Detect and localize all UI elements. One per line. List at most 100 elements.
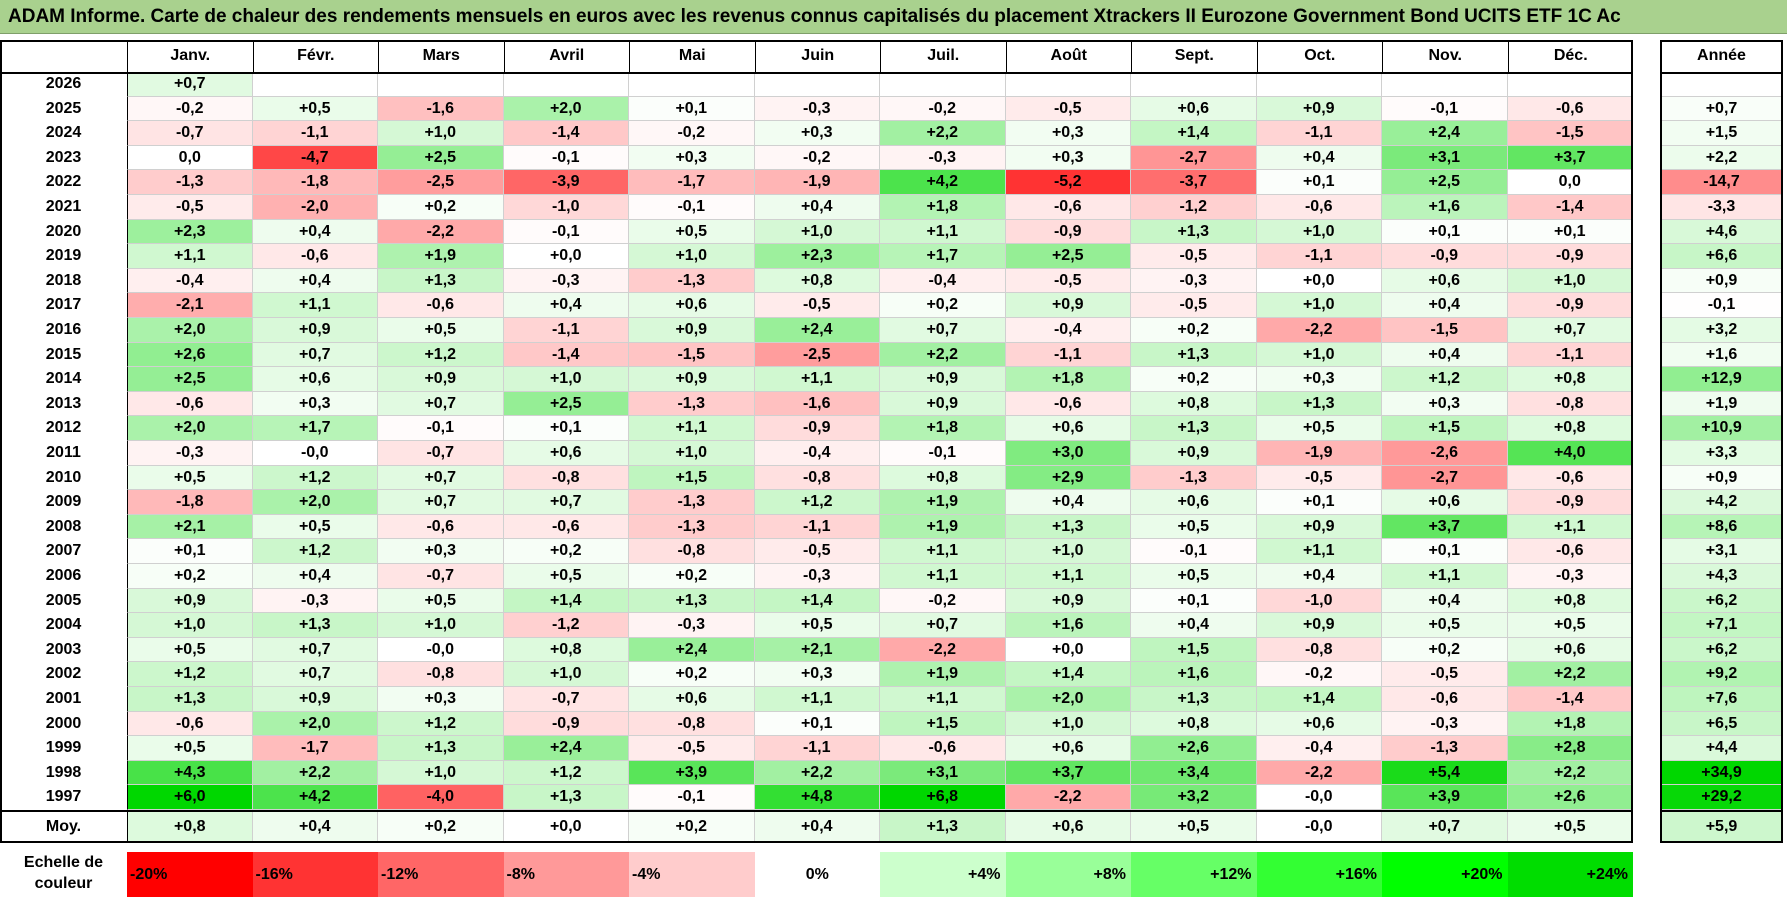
- heatmap-cell: +2,0: [127, 416, 253, 441]
- annual-cell: +12,9: [1660, 367, 1783, 392]
- annual-cell: +6,2: [1660, 637, 1783, 663]
- heatmap-cell: +3,9: [629, 760, 755, 786]
- year-label: 2017: [45, 296, 82, 314]
- heatmap-cell: +0,9: [880, 391, 1006, 417]
- color-scale-swatch: +8%: [1005, 852, 1131, 897]
- heatmap-cell: +0,1: [1382, 219, 1508, 245]
- heatmap-cell: +0,4: [1382, 293, 1508, 318]
- heatmap-cell: +0,9: [252, 318, 378, 343]
- heatmap-cell: +1,5: [880, 711, 1006, 737]
- heatmap-cell: -0,9: [1005, 219, 1131, 245]
- heatmap-cell: +0,5: [378, 588, 504, 614]
- heatmap-cell: +0,1: [754, 711, 880, 737]
- heatmap-cell: +0,5: [252, 514, 378, 540]
- heatmap-cell: +1,4: [754, 588, 880, 614]
- color-scale-swatch: -16%: [252, 852, 378, 897]
- heatmap-cell: -0,3: [754, 96, 880, 122]
- heatmap-cell: +1,1: [127, 244, 253, 269]
- heatmap-cell: -1,3: [629, 490, 755, 515]
- color-scale-swatch: +24%: [1507, 852, 1633, 897]
- heatmap-cell: -0,4: [1005, 318, 1131, 343]
- heatmap-cell: -0,6: [1256, 195, 1382, 220]
- average-cell: +0,4: [252, 810, 378, 843]
- heatmap-cell: +1,0: [629, 244, 755, 269]
- heatmap-cell: +0,3: [754, 662, 880, 687]
- heatmap-cell: [880, 72, 1006, 97]
- heatmap-cell: -0,6: [378, 293, 504, 318]
- heatmap-cell: +1,0: [1256, 219, 1382, 245]
- heatmap-cell: -0,0: [378, 637, 504, 663]
- year-label: 2011: [46, 444, 81, 461]
- heatmap-cell: -1,1: [1507, 342, 1633, 368]
- color-scale-swatch: -20%: [127, 852, 253, 897]
- average-cell: +0,8: [127, 810, 253, 843]
- heatmap-cell: +0,7: [378, 490, 504, 515]
- heatmap-cell: +0,5: [252, 96, 378, 122]
- heatmap-cell: +0,6: [1382, 268, 1508, 294]
- heatmap-cell: -1,3: [127, 170, 253, 195]
- heatmap-cell: +1,0: [1005, 539, 1131, 564]
- heatmap-cell: -0,1: [629, 195, 755, 220]
- heatmap-cell: -0,1: [880, 441, 1006, 466]
- heatmap-cell: +1,0: [629, 441, 755, 466]
- heatmap-cell: +2,2: [880, 121, 1006, 146]
- heatmap-cell: +0,2: [1131, 367, 1257, 392]
- average-cell: -0,0: [1256, 810, 1382, 843]
- color-scale-swatch: +4%: [880, 852, 1006, 897]
- heatmap-cell: -1,1: [1256, 244, 1382, 269]
- heatmap-cell: +2,8: [1507, 736, 1633, 761]
- heatmap-cell: -0,1: [503, 145, 629, 171]
- annual-cell: +4,3: [1660, 564, 1783, 589]
- heatmap-cell: -0,8: [1507, 391, 1633, 417]
- heatmap-cell: +0,7: [252, 637, 378, 663]
- heatmap-cell: +0,9: [880, 367, 1006, 392]
- heatmap-cell: +0,3: [1005, 145, 1131, 171]
- heatmap-cell: +1,1: [1005, 564, 1131, 589]
- heatmap-cell: -1,1: [754, 736, 880, 761]
- heatmap-cell: +0,4: [252, 219, 378, 245]
- year-label: 2007: [45, 542, 82, 560]
- heatmap-cell: +1,3: [1131, 687, 1257, 712]
- heatmap-cell: -0,8: [754, 465, 880, 491]
- heatmap-cell: +1,6: [1005, 613, 1131, 638]
- color-scale-swatch: 0%: [754, 852, 880, 897]
- heatmap-cell: [629, 72, 755, 97]
- heatmap-cell: +0,4: [1382, 588, 1508, 614]
- heatmap-cell: +0,7: [252, 342, 378, 368]
- heatmap-cell: +1,6: [1131, 662, 1257, 687]
- heatmap-cell: -2,2: [1005, 785, 1131, 810]
- heatmap-cell: 0,0: [1507, 170, 1633, 195]
- heatmap-cell: -0,3: [1507, 564, 1633, 589]
- month-header: Déc.: [1507, 40, 1634, 72]
- heatmap-cell: +3,7: [1005, 760, 1131, 786]
- heatmap-cell: +0,7: [503, 490, 629, 515]
- heatmap-cell: +1,3: [127, 687, 253, 712]
- color-scale-swatch: -8%: [503, 852, 629, 897]
- year-label: 2001: [45, 690, 82, 707]
- heatmap-cell: +1,2: [252, 539, 378, 564]
- heatmap-cell: +4,2: [880, 170, 1006, 195]
- heatmap-cell: +5,4: [1382, 760, 1508, 786]
- heatmap-cell: +2,0: [503, 96, 629, 122]
- heatmap-cell: -0,1: [378, 416, 504, 441]
- heatmap-cell: -1,3: [629, 514, 755, 540]
- heatmap-cell: +0,6: [1131, 96, 1257, 122]
- heatmap-cell: -0,5: [1131, 244, 1257, 269]
- heatmap-cell: +1,1: [1382, 564, 1508, 589]
- average-label: Moy.: [45, 818, 82, 835]
- heatmap-cell: -1,1: [754, 514, 880, 540]
- heatmap-cell: -0,9: [1507, 293, 1633, 318]
- heatmap-cell: -1,5: [629, 342, 755, 368]
- heatmap-cell: +0,7: [1507, 318, 1633, 343]
- heatmap-cell: +0,8: [503, 637, 629, 663]
- heatmap-cell: +0,0: [503, 244, 629, 269]
- month-header: Juil.: [880, 40, 1006, 72]
- heatmap-cell: -0,6: [880, 736, 1006, 761]
- heatmap-cell: +1,0: [754, 219, 880, 245]
- heatmap-cell: -0,4: [1256, 736, 1382, 761]
- heatmap-cell: -0,9: [1507, 244, 1633, 269]
- heatmap-cell: +0,6: [1507, 637, 1633, 663]
- average-cell: +0,2: [378, 810, 504, 843]
- heatmap-cell: -0,2: [880, 96, 1006, 122]
- heatmap-cell: +2,0: [127, 318, 253, 343]
